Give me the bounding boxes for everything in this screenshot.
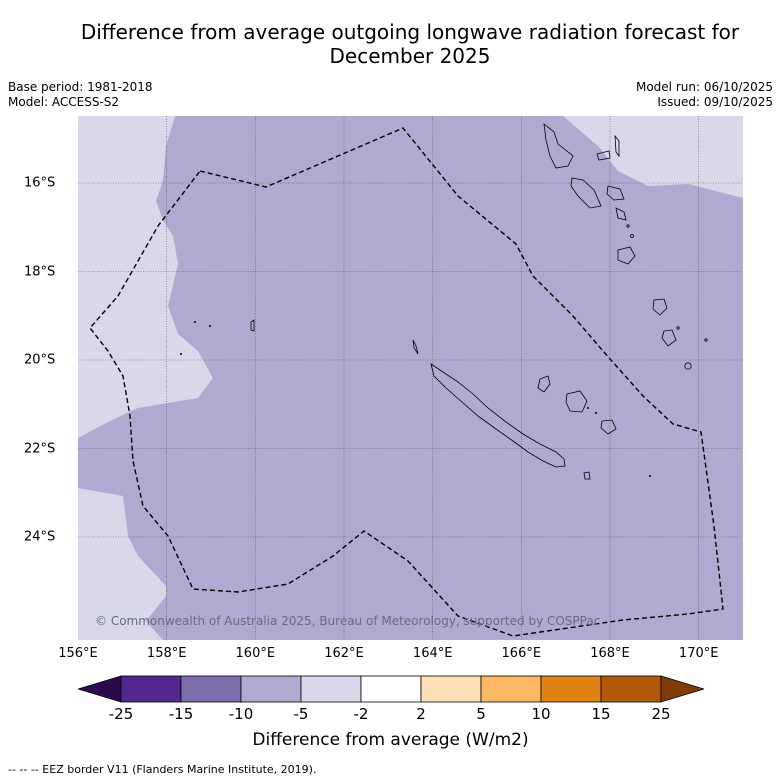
chesterfield-islet	[250, 319, 255, 332]
y-tick-22s: 22°S	[24, 441, 56, 456]
colorbar-seg-8	[540, 675, 602, 703]
reef-islet-2	[209, 325, 211, 327]
y-tick-18s: 18°S	[24, 264, 56, 279]
gridlines	[78, 116, 743, 640]
colorbar-seg-1	[120, 675, 182, 703]
pentecost-island	[606, 185, 625, 201]
colorbar-seg-3	[240, 675, 302, 703]
copyright-notice: © Commonwealth of Australia 2025, Bureau…	[95, 614, 601, 628]
cb-tick-5: 5	[476, 705, 486, 723]
belep-islands	[412, 339, 419, 355]
cb-tick-15: 15	[591, 705, 611, 723]
eez-border	[89, 127, 724, 637]
colorbar-seg-2	[180, 675, 242, 703]
model-name: Model: ACCESS-S2	[8, 95, 120, 109]
map-title: Difference from average outgoing longwav…	[80, 20, 740, 68]
islet-4	[704, 338, 708, 342]
y-tick-20s: 20°S	[24, 352, 56, 368]
cb-tick-minus15: -15	[168, 705, 194, 723]
efate-island	[617, 246, 636, 265]
cb-tick-2: 2	[416, 705, 426, 723]
erromango-island	[652, 298, 668, 316]
tanna-island	[661, 329, 677, 347]
ouvea-island	[537, 375, 551, 393]
x-tick-164: 164°E	[412, 646, 453, 661]
meta-right: Model run: 06/10/2025 Issued: 09/10/2025	[636, 80, 773, 110]
reef-islet-3	[180, 353, 182, 355]
x-tick-160: 160°E	[235, 646, 276, 661]
cb-tick-minus25: -25	[108, 705, 134, 723]
colorbar-seg-6	[420, 675, 482, 703]
x-tick-158: 158°E	[146, 646, 187, 661]
x-tick-156: 156°E	[58, 646, 98, 661]
islet-7	[595, 412, 597, 414]
base-period: Base period: 1981-2018	[8, 80, 153, 94]
cb-tick-10: 10	[531, 705, 551, 723]
aneityum-island	[684, 362, 692, 370]
ambae-island	[596, 150, 611, 161]
meta-left: Base period: 1981-2018 Model: ACCESS-S2	[8, 80, 153, 110]
colorbar-arrow-low	[78, 675, 122, 703]
band-dark	[78, 116, 743, 640]
x-tick-168: 168°E	[590, 646, 630, 661]
lifou-island	[565, 390, 588, 413]
islet-5	[649, 475, 651, 477]
islet-3	[676, 326, 680, 330]
map-panel	[78, 116, 743, 640]
cb-tick-minus2: -2	[353, 705, 369, 723]
ile-des-pins	[583, 471, 591, 480]
malakula-island	[570, 177, 602, 209]
espiritu-santo-island	[543, 123, 574, 169]
eez-legend-note: -- -- -- EEZ border V11 (Flanders Marine…	[8, 763, 317, 776]
model-run: Model run: 06/10/2025	[635, 80, 773, 94]
cb-tick-minus10: -10	[228, 705, 254, 723]
y-tick-16s: 16°S	[24, 175, 56, 191]
colorbar-seg-5	[360, 675, 422, 703]
x-tick-166: 166°E	[501, 646, 542, 661]
colorbar-arrow-high	[660, 675, 704, 703]
colorbar-seg-9	[600, 675, 662, 703]
colorbar-seg-7	[480, 675, 542, 703]
islet-6	[587, 407, 589, 409]
mare-island	[600, 419, 617, 435]
issued-date: Issued: 09/10/2025	[657, 95, 773, 109]
reef-islet-1	[194, 321, 196, 323]
cb-tick-minus5: -5	[293, 705, 309, 723]
y-tick-24s: 24°S	[24, 529, 56, 545]
colorbar-seg-4	[300, 675, 362, 703]
cb-tick-25: 25	[651, 705, 671, 723]
colorbar-label: Difference from average (W/m2)	[252, 730, 529, 750]
x-tick-162: 162°E	[324, 646, 364, 661]
islet-1	[630, 234, 634, 238]
epi-island	[615, 207, 627, 221]
islet-2	[626, 224, 630, 228]
colorbar	[78, 675, 704, 703]
new-caledonia-island	[430, 363, 566, 468]
maewo-island	[614, 134, 620, 158]
x-tick-170: 170°E	[678, 646, 719, 661]
